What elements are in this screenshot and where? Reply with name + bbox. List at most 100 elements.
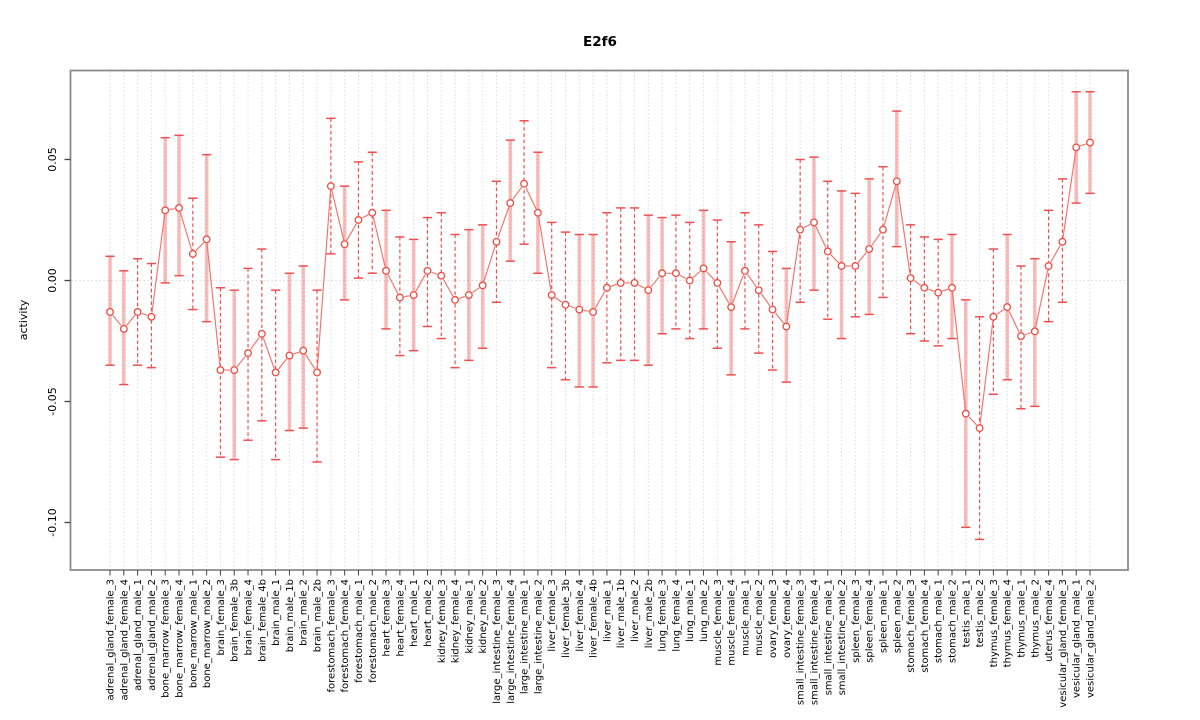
x-tick-label: brain_female_4 [244, 579, 255, 656]
data-point [299, 346, 308, 355]
connector-segment [195, 242, 205, 252]
data-point [1058, 237, 1067, 246]
data-point [1030, 327, 1039, 336]
connector-segment [928, 288, 935, 292]
connector-segment [1035, 270, 1049, 328]
x-tick-label: lung_female_3 [658, 579, 669, 652]
data-point [644, 286, 653, 295]
connector-segment [746, 273, 757, 288]
data-point [547, 291, 556, 299]
x-tick-label: vesicular_gland_female_3 [1058, 579, 1069, 708]
data-point [216, 366, 225, 374]
y-axis: 0.05 0.00 -0.05 -0.10 [46, 147, 71, 537]
data-point [464, 291, 473, 299]
y-axis-label: activity [17, 299, 30, 340]
connector-segment [331, 190, 345, 241]
connector-segment [250, 336, 260, 350]
connector-segment [1062, 151, 1077, 238]
x-tick-label: lung_male_2 [699, 579, 710, 642]
data-point [244, 349, 252, 358]
error-bars [105, 90, 1095, 541]
connector-segment [786, 233, 801, 323]
connector-segment [1008, 310, 1020, 333]
connector-segment [403, 295, 410, 298]
data-point [685, 276, 694, 285]
connector-segment [206, 243, 221, 366]
x-tick-label: heart_female_4 [395, 579, 406, 657]
connector-segment [871, 232, 881, 246]
data-point [326, 182, 335, 191]
error-bar [974, 316, 985, 541]
connector-segment [979, 320, 994, 424]
x-tick-label: thymus_female_3 [989, 579, 1000, 667]
connector-segment [896, 185, 911, 274]
x-tick-label: adrenal_gland_female_4 [119, 579, 130, 701]
data-point [561, 300, 570, 309]
x-tick-label: small_intestine_male_1 [823, 579, 834, 695]
error-bar [188, 197, 198, 311]
x-tick-label: stomach_female_3 [906, 579, 917, 673]
x-tick-label: forestomach_male_1 [354, 579, 365, 683]
data-point [589, 308, 598, 316]
x-tick-label: brain_female_3b [230, 579, 241, 662]
x-tick-label: liver_male_1 [602, 579, 613, 642]
x-tick-label: kidney_male_1 [464, 579, 475, 654]
connector-segment [525, 187, 537, 210]
data-point [133, 308, 142, 316]
connector-segment [415, 274, 426, 292]
data-point [754, 286, 763, 295]
x-tick-label: liver_male_1b [616, 579, 627, 648]
connector-segment [692, 270, 701, 279]
data-point [823, 247, 832, 256]
connector-segment [361, 214, 369, 219]
error-bar [422, 216, 433, 328]
connector-segment [169, 208, 175, 211]
x-tick-label: large_intestine_male_1 [520, 579, 531, 694]
data-point [658, 269, 667, 278]
x-tick-label: muscle_male_1 [740, 579, 751, 656]
x-tick-label: small_intestine_female_3 [796, 579, 807, 705]
x-tick-label: liver_female_3 [547, 579, 558, 652]
x-tick-label: thymus_male_2 [1030, 579, 1041, 658]
x-tick-label: liver_male_2 [630, 579, 641, 642]
error-bar [1044, 209, 1054, 323]
x-tick-label: kidney_female_4 [451, 579, 462, 663]
data-point [782, 322, 791, 331]
data-point [202, 235, 211, 244]
x-tick-label: liver_female_4 [575, 579, 586, 652]
data-point [602, 283, 611, 292]
error-bar [560, 231, 571, 381]
data-point [506, 199, 515, 208]
x-tick-label: liver_female_3b [561, 579, 572, 658]
x-tick-label: small_intestine_female_4 [809, 579, 820, 705]
connector-segment [305, 354, 316, 370]
connector-segment [610, 283, 617, 287]
error-bar [519, 120, 529, 245]
data-point [961, 409, 970, 418]
data-point [1017, 332, 1025, 341]
x-tick-label: brain_male_1b [285, 579, 296, 652]
data-point [271, 368, 280, 377]
connector-segment [126, 314, 136, 326]
connector-segment [815, 226, 827, 248]
connector-segment [774, 312, 785, 324]
x-tick-label: large_intestine_male_2 [533, 579, 544, 694]
x-tick-label: forestomach_female_4 [340, 579, 351, 692]
connector-segment [942, 288, 949, 292]
x-tick-label: bone_marrow_male_1 [188, 579, 199, 688]
x-tick-label: heart_male_1 [409, 579, 420, 647]
data-point [533, 208, 542, 217]
data-point [630, 278, 639, 287]
connector-segment [760, 293, 771, 307]
data-point [713, 278, 722, 287]
data-point [161, 206, 170, 215]
x-tick-label: brain_female_4b [257, 579, 268, 662]
connector-segment [458, 295, 466, 299]
x-tick-label: spleen_male_1 [878, 579, 889, 653]
x-tick-label: vesicular_gland_male_1 [1072, 579, 1083, 698]
error-bar [1057, 178, 1068, 304]
x-tick-label: brain_male_2 [299, 579, 310, 646]
connector-segment [483, 245, 496, 282]
x-tick-label: thymus_male_1 [1016, 579, 1027, 658]
